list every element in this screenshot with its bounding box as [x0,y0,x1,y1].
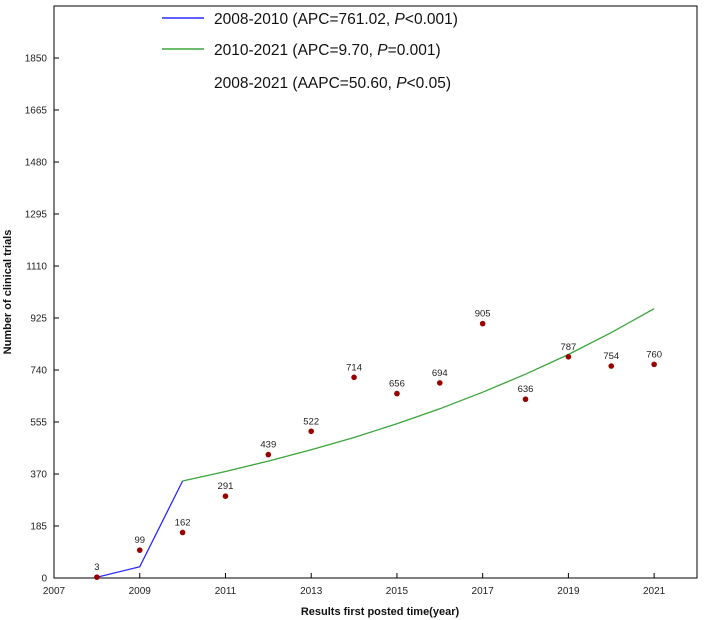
x-axis-title: Results first posted time(year) [301,606,460,618]
y-tick-label: 555 [30,418,47,429]
data-label: 291 [218,481,234,492]
plot-area: 0 185 370 555 740 925 1110 1295 1480 1665 1850 2007… [25,5,698,597]
legend-period: 2010-2021 ( [214,42,298,59]
data-label: 522 [303,416,319,427]
legend-p-symbol: P [395,11,406,28]
data-point [351,374,357,381]
data-label: 714 [346,362,362,373]
legend-p-text: <0.001) [405,11,458,28]
data-label: 754 [603,351,619,362]
data-point [94,574,100,580]
data-label: 99 [134,535,145,546]
legend-period: 2008-2021 ( [214,75,298,92]
data-label: 439 [260,440,276,451]
legend-p-text: <0.05) [407,75,451,92]
y-tick-label: 740 [30,366,47,377]
data-point [565,353,572,360]
data-point [308,428,315,435]
y-tick-label: 1850 [25,54,48,65]
x-tick-label: 2013 [300,586,323,597]
data-label: 694 [432,368,448,379]
legend-p-symbol: P [396,75,407,92]
legend: 2008-2010 (APC=761.02, P<0.001)2010-2021… [162,11,458,92]
legend-stat-label: AAPC=50.60, [298,75,397,92]
x-tick-label: 2007 [43,586,66,597]
legend-stat-label: APC=9.70, [298,42,378,59]
y-tick-label: 925 [30,314,47,325]
y-tick-label: 0 [41,574,47,585]
y-tick-label: 185 [30,522,47,533]
y-axis-title-group: Number of clinical trials [2,230,14,355]
x-tick-label: 2017 [472,586,495,597]
y-tick-label: 1110 [26,262,47,273]
data-label: 787 [560,342,576,353]
trend-line-2008-2010 [96,480,184,578]
legend-p-text: =0.001) [388,42,441,59]
data-point [222,493,229,500]
legend-entry: 2008-2010 (APC=761.02, P<0.001) [214,11,458,28]
x-tick-label: 2021 [643,586,666,597]
legend-period: 2008-2010 ( [214,11,298,28]
data-point [265,451,272,458]
data-label: 760 [646,349,662,360]
data-point [437,380,443,386]
y-tick-label: 1295 [25,210,48,221]
legend-entry: 2010-2021 (APC=9.70, P=0.001) [214,42,441,59]
data-label: 656 [389,379,405,390]
data-label: 636 [518,384,534,395]
legend-p-symbol: P [377,42,388,59]
y-axis-title: Number of clinical trials [2,230,14,355]
y-tick-label: 1480 [25,158,48,169]
data-point [522,396,529,403]
legend-stat-label: APC=761.02, [298,11,395,28]
x-tick-label: 2009 [129,586,152,597]
data-label: 905 [475,309,491,320]
y-tick-label: 370 [30,470,47,481]
data-point [394,390,400,397]
legend-entry: 2008-2021 (AAPC=50.60, P<0.05) [214,75,451,92]
data-point [479,320,486,327]
data-point [179,529,186,536]
plot-frame [53,5,698,579]
data-label: 162 [175,517,191,528]
x-tick-label: 2011 [215,586,237,597]
data-point [651,361,657,368]
y-tick-label: 1665 [25,106,48,117]
x-tick-label: 2019 [557,586,580,597]
data-point [136,547,143,553]
trend-line-2010-2021 [182,308,655,482]
data-point [608,363,615,369]
x-tick-label: 2015 [386,586,409,597]
data-label: 3 [94,562,99,573]
